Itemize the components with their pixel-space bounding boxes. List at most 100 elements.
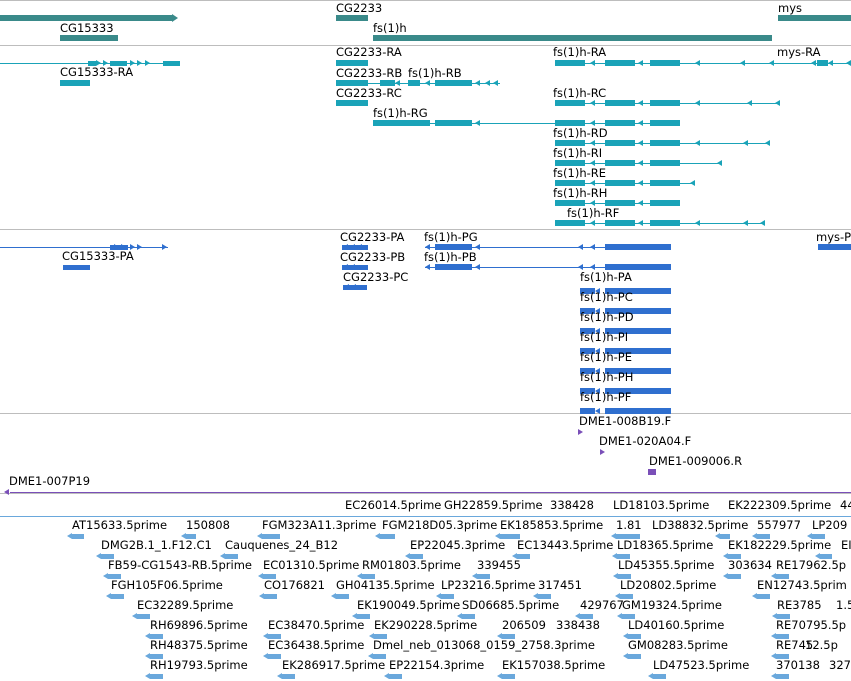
exon-block[interactable]: [263, 573, 276, 579]
est-label[interactable]: RE17962.5p: [776, 558, 847, 572]
exon-block[interactable]: [555, 180, 585, 186]
exon-block[interactable]: [502, 673, 515, 679]
exon-block[interactable]: [555, 60, 585, 66]
transcript-label-fs1h-ra[interactable]: fs(1)h-RA: [553, 45, 607, 59]
exon-block[interactable]: [435, 80, 472, 86]
exon-block[interactable]: [757, 533, 770, 539]
est-label[interactable]: EP22154.3prime: [389, 658, 485, 672]
est-label[interactable]: EC38470.5prime: [268, 618, 365, 632]
exon-block[interactable]: [101, 553, 114, 559]
exon-block[interactable]: [555, 120, 585, 126]
insertion-label-dme1-008b19f[interactable]: DME1-008B19.F: [579, 414, 672, 428]
transcript-label-cg2233-rb[interactable]: CG2233-RB: [336, 66, 403, 80]
exon-block[interactable]: [389, 673, 402, 679]
est-label[interactable]: EP22045.3prime: [410, 538, 506, 552]
exon-block[interactable]: [60, 80, 90, 86]
est-label[interactable]: 303634: [728, 558, 772, 572]
exon-block[interactable]: [380, 80, 395, 86]
exon-block[interactable]: [605, 348, 671, 354]
transcript-label-fs1h-rb[interactable]: fs(1)h-RB: [408, 66, 462, 80]
exon-block[interactable]: [618, 573, 631, 579]
exon-block[interactable]: [776, 673, 789, 679]
protein-label-mys-p[interactable]: mys-P: [816, 230, 851, 244]
exon-block[interactable]: [268, 633, 281, 639]
est-label[interactable]: FGH105F06.5prime: [111, 578, 223, 592]
est-label[interactable]: GH22859.5prime: [444, 498, 543, 512]
exon-block[interactable]: [555, 160, 585, 166]
est-label[interactable]: Cauquenes_24_B12: [225, 538, 339, 552]
exon-block[interactable]: [268, 653, 281, 659]
est-label[interactable]: LD45355.5prime: [618, 558, 715, 572]
exon-block[interactable]: [650, 140, 680, 146]
est-label[interactable]: LD40160.5prime: [628, 618, 725, 632]
insertion-label-dme1-020a04f[interactable]: DME1-020A04.F: [599, 434, 692, 448]
est-label[interactable]: 206509: [502, 618, 546, 632]
est-label[interactable]: GM08283.5prime: [628, 638, 728, 652]
est-label[interactable]: 44: [840, 498, 851, 512]
est-label[interactable]: 370138: [776, 658, 820, 672]
est-label[interactable]: EC01310.5prime: [263, 558, 360, 572]
protein-label-cg2233-pa[interactable]: CG2233-PA: [340, 230, 405, 244]
exon-block[interactable]: [163, 60, 180, 66]
transcript-label-fs1h-re[interactable]: fs(1)h-RE: [553, 166, 607, 180]
exon-block[interactable]: [605, 288, 671, 294]
exon-block[interactable]: [374, 633, 387, 639]
exon-block[interactable]: [137, 613, 150, 619]
exon-block[interactable]: [605, 120, 635, 126]
exon-block[interactable]: [555, 220, 585, 226]
exon-block[interactable]: [408, 80, 420, 86]
est-label[interactable]: GM19324.5prime: [622, 598, 722, 612]
exon-block[interactable]: [502, 633, 515, 639]
exon-block[interactable]: [728, 553, 741, 559]
exon-block[interactable]: [555, 140, 585, 146]
est-label[interactable]: FGM323A11.3prime: [262, 518, 377, 532]
exon-block[interactable]: [605, 244, 671, 250]
transcript-label-fs1h-rg[interactable]: fs(1)h-RG: [373, 106, 428, 120]
exon-block[interactable]: [605, 408, 671, 414]
exon-block[interactable]: [336, 80, 368, 86]
est-label[interactable]: RM01803.5prime: [362, 558, 461, 572]
est-label[interactable]: 429767: [580, 598, 624, 612]
est-label[interactable]: EK182229.5prime: [728, 538, 832, 552]
exon-block[interactable]: [605, 308, 671, 314]
exon-block[interactable]: [776, 653, 789, 659]
est-label[interactable]: 1.81: [616, 518, 642, 532]
est-label[interactable]: Dmel_neb_013068_0159_2758.3prime: [373, 638, 595, 652]
exon-block[interactable]: [441, 593, 454, 599]
exon-block[interactable]: [336, 15, 368, 21]
est-label[interactable]: EC36438.5prime: [268, 638, 365, 652]
exon-block[interactable]: [620, 593, 633, 599]
exon-block[interactable]: [342, 264, 368, 270]
exon-block[interactable]: [373, 653, 386, 659]
exon-block[interactable]: [63, 264, 90, 270]
exon-block[interactable]: [728, 573, 741, 579]
transcript-label-fs1h-rh[interactable]: fs(1)h-RH: [553, 186, 608, 200]
exon-block[interactable]: [186, 533, 196, 539]
exon-block[interactable]: [111, 593, 124, 599]
exon-block[interactable]: [517, 553, 530, 559]
exon-block[interactable]: [777, 613, 790, 619]
est-label[interactable]: EK185853.5prime: [500, 518, 604, 532]
exon-block[interactable]: [336, 593, 349, 599]
exon-block[interactable]: [357, 613, 370, 619]
exon-block[interactable]: [650, 100, 680, 106]
protein-label-fs1h-ph[interactable]: fs(1)h-PH: [580, 370, 634, 384]
exon-block[interactable]: [776, 573, 789, 579]
exon-block[interactable]: [362, 573, 375, 579]
exon-block[interactable]: [605, 368, 671, 374]
exon-block[interactable]: [150, 673, 163, 679]
exon-block[interactable]: [605, 388, 671, 394]
est-label[interactable]: EK190049.5prime: [357, 598, 461, 612]
exon-block[interactable]: [225, 553, 238, 559]
exon-block[interactable]: [720, 533, 730, 539]
exon-block[interactable]: [820, 553, 832, 559]
est-label[interactable]: EK157038.5prime: [502, 658, 606, 672]
est-label[interactable]: EK286917.5prime: [282, 658, 386, 672]
est-label[interactable]: 339455: [477, 558, 521, 572]
protein-label-fs1h-pa[interactable]: fs(1)h-PA: [580, 270, 632, 284]
gene-label-mys[interactable]: mys: [778, 1, 802, 15]
est-label[interactable]: 338428: [550, 498, 594, 512]
est-label[interactable]: 338438: [556, 618, 600, 632]
est-label[interactable]: EC32289.5prime: [137, 598, 234, 612]
est-label[interactable]: 12.5p: [805, 638, 838, 652]
